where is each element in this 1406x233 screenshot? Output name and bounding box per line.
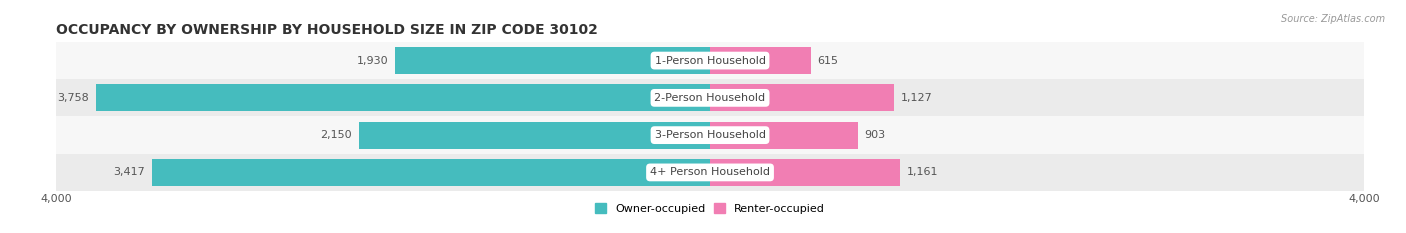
Bar bbox=[710, 84, 894, 111]
Legend: Owner-occupied, Renter-occupied: Owner-occupied, Renter-occupied bbox=[591, 199, 830, 218]
Bar bbox=[710, 159, 900, 186]
Text: 3,758: 3,758 bbox=[58, 93, 89, 103]
Text: OCCUPANCY BY OWNERSHIP BY HOUSEHOLD SIZE IN ZIP CODE 30102: OCCUPANCY BY OWNERSHIP BY HOUSEHOLD SIZE… bbox=[56, 23, 598, 37]
Bar bbox=[710, 47, 810, 74]
Text: 3,417: 3,417 bbox=[114, 168, 145, 177]
Text: 615: 615 bbox=[817, 56, 838, 65]
Text: 3-Person Household: 3-Person Household bbox=[655, 130, 765, 140]
Bar bbox=[710, 122, 858, 149]
Text: 1,161: 1,161 bbox=[907, 168, 938, 177]
Bar bbox=[56, 116, 1364, 154]
Bar bbox=[56, 42, 1364, 79]
Bar bbox=[56, 79, 1364, 116]
Text: 903: 903 bbox=[865, 130, 886, 140]
Bar bbox=[152, 159, 710, 186]
Bar bbox=[96, 84, 710, 111]
Text: 4+ Person Household: 4+ Person Household bbox=[650, 168, 770, 177]
Bar bbox=[359, 122, 710, 149]
Bar bbox=[56, 154, 1364, 191]
Text: 2-Person Household: 2-Person Household bbox=[654, 93, 766, 103]
Bar bbox=[395, 47, 710, 74]
Text: Source: ZipAtlas.com: Source: ZipAtlas.com bbox=[1281, 14, 1385, 24]
Text: 1,930: 1,930 bbox=[356, 56, 388, 65]
Text: 1-Person Household: 1-Person Household bbox=[655, 56, 765, 65]
Text: 1,127: 1,127 bbox=[901, 93, 932, 103]
Text: 2,150: 2,150 bbox=[321, 130, 352, 140]
